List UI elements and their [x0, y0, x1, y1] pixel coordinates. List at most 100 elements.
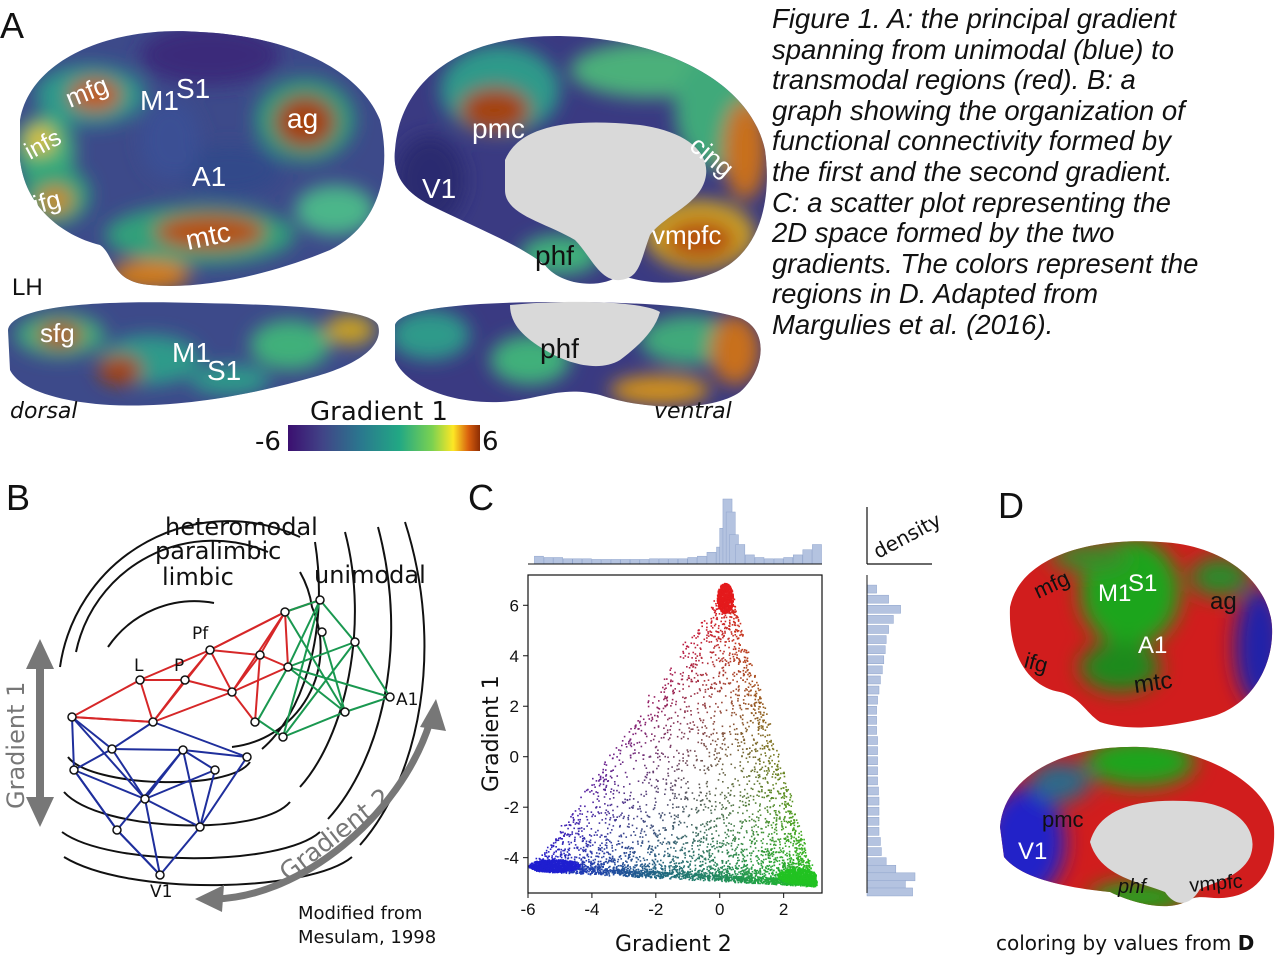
scatter-point	[585, 845, 588, 847]
scatter-point	[635, 724, 637, 727]
scatter-point	[748, 725, 750, 728]
scatter-point	[668, 873, 671, 875]
scatter-point	[718, 671, 721, 674]
scatter-point	[657, 834, 659, 837]
scatter-point	[678, 759, 681, 762]
scatter-point	[783, 818, 785, 821]
scatter-point	[710, 656, 712, 659]
scatter-point	[727, 746, 730, 749]
scatter-point	[681, 860, 684, 862]
scatter-point	[728, 595, 730, 597]
scatter-point	[608, 812, 611, 815]
scatter-point	[728, 822, 730, 825]
scatter-point	[690, 695, 692, 698]
scatter-point	[746, 729, 748, 731]
scatter-point	[745, 707, 747, 710]
scatter-point	[728, 621, 731, 624]
scatter-point	[746, 831, 748, 834]
scatter-point	[715, 805, 717, 808]
scatter-point	[752, 876, 755, 879]
scatter-point	[640, 810, 642, 813]
scatter-point	[565, 854, 567, 856]
scatter-point	[581, 835, 584, 837]
scatter-point	[669, 746, 672, 748]
scatter-point	[626, 871, 629, 874]
scatter-point	[678, 768, 680, 770]
scatter-point	[564, 832, 566, 835]
scatter-point	[762, 703, 764, 705]
scatter-point	[602, 788, 605, 791]
scatter-point	[662, 869, 664, 871]
scatter-point	[607, 851, 609, 854]
right-hist-bar	[866, 716, 877, 725]
scatter-point	[677, 837, 679, 840]
scatter-point	[753, 694, 756, 697]
scatter-point	[706, 872, 708, 875]
scatter-point	[758, 721, 761, 724]
scatter-point	[672, 866, 674, 868]
scatter-point	[652, 860, 655, 863]
scatter-point	[585, 842, 587, 845]
scatter-point	[706, 846, 709, 848]
scatter-point	[590, 835, 593, 837]
right-hist-bar	[866, 594, 889, 604]
scatter-point	[716, 640, 719, 642]
scatter-point	[776, 860, 779, 863]
scatter-point	[770, 860, 773, 863]
scatter-point	[773, 804, 776, 806]
scatter-point	[757, 726, 760, 729]
scatter-point	[674, 711, 677, 714]
scatter-point	[790, 835, 793, 837]
scatter-point	[669, 729, 671, 731]
scatter-point	[723, 635, 725, 638]
scatter-point	[736, 745, 739, 748]
scatter-point	[719, 649, 722, 652]
scatter-point	[653, 831, 656, 834]
scatter-point	[676, 841, 678, 844]
scatter-point	[808, 863, 810, 865]
scatter-point	[612, 809, 614, 812]
scatter-point	[545, 851, 548, 854]
scatter-point	[758, 705, 760, 708]
scatter-point	[689, 855, 691, 857]
scatter-point	[604, 822, 607, 824]
scatter-point	[740, 716, 742, 719]
scatter-point	[787, 788, 790, 791]
scatter-point	[622, 802, 625, 804]
scatter-point	[740, 708, 743, 711]
scatter-point	[709, 705, 711, 708]
scatter-point	[772, 821, 775, 824]
scatter-point	[778, 810, 780, 813]
scatter-point	[630, 859, 633, 862]
scatter-point	[680, 870, 683, 872]
scatter-point	[597, 847, 600, 849]
scatter-point	[770, 797, 772, 800]
scatter-point	[761, 786, 763, 788]
scatter-point	[806, 861, 808, 864]
scatter-point	[579, 818, 582, 821]
scatter-point	[705, 822, 708, 825]
scatter-point	[728, 612, 730, 614]
scatter-point	[744, 656, 747, 659]
scatter-point	[690, 824, 693, 826]
scatter-point	[651, 863, 654, 866]
scatter-point	[717, 627, 720, 630]
scatter-point	[800, 834, 803, 836]
scatter-point	[779, 879, 781, 882]
scatter-point	[780, 797, 783, 799]
scatter-point	[567, 848, 570, 851]
scatter-point	[715, 865, 717, 867]
scatter-point	[740, 629, 743, 632]
scatter-point	[789, 811, 792, 814]
scatter-point	[661, 812, 664, 814]
scatter-point	[605, 786, 607, 789]
scatter-point	[624, 855, 627, 857]
credit-line-1: Modified from	[298, 903, 422, 924]
scatter-point	[697, 853, 700, 856]
scatter-point	[810, 885, 813, 888]
scatter-point	[792, 884, 794, 887]
scatter-point	[698, 848, 700, 851]
scatter-point	[762, 761, 765, 764]
scatter-point	[586, 854, 589, 857]
scatter-point	[576, 870, 579, 873]
